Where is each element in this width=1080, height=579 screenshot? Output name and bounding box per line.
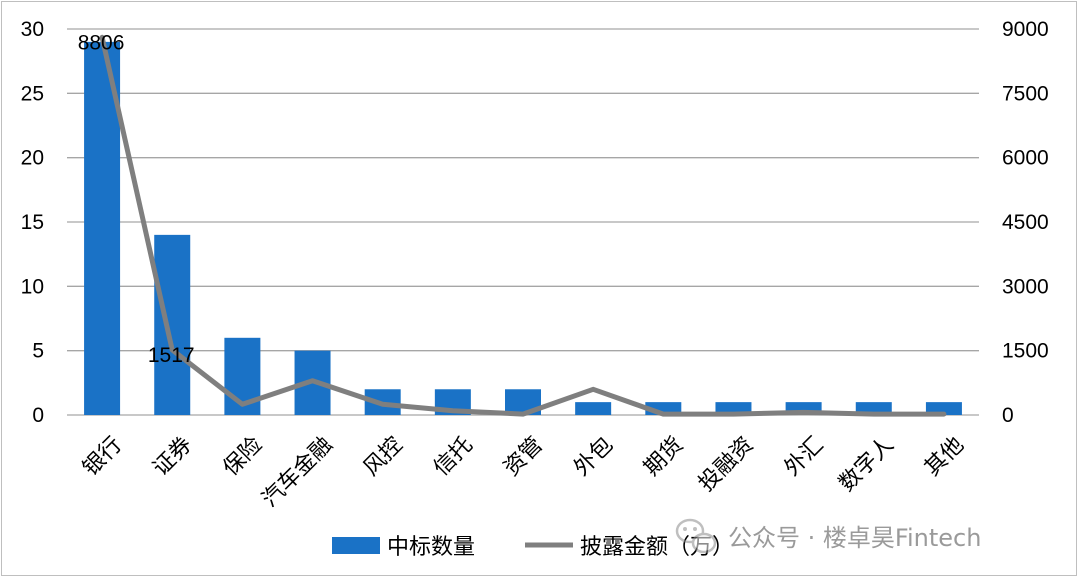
bar <box>84 41 121 415</box>
category-label: 信托 <box>429 432 478 481</box>
category-label: 外汇 <box>780 432 829 481</box>
category-label: 保险 <box>219 432 268 481</box>
bar <box>154 234 191 415</box>
gridlines <box>67 28 979 416</box>
category-label: 外包 <box>569 432 618 481</box>
left-tick-label: 10 <box>21 275 44 298</box>
legend-swatch-bar <box>332 537 380 554</box>
legend: 中标数量 披露金额（万） <box>332 535 734 560</box>
data-label: 1517 <box>148 344 195 367</box>
bar <box>575 402 612 415</box>
right-tick-label: 0 <box>1002 404 1014 427</box>
category-label: 期货 <box>639 432 688 481</box>
category-label: 汽车金融 <box>258 432 338 512</box>
left-tick-label: 25 <box>21 82 44 105</box>
category-label: 银行 <box>78 432 127 481</box>
right-tick-label: 1500 <box>1002 340 1049 363</box>
left-tick-label: 0 <box>32 404 44 427</box>
bar-series <box>84 41 962 415</box>
data-labels: 8806 1517 <box>78 31 195 367</box>
category-label: 数字人 <box>834 432 898 496</box>
right-tick-label: 4500 <box>1002 211 1049 234</box>
watermark: 公众号 · 楼卓昊Fintech <box>675 518 981 554</box>
right-tick-label: 3000 <box>1002 275 1049 298</box>
category-label: 证券 <box>148 432 197 481</box>
watermark-text: 公众号 · 楼卓昊Fintech <box>728 524 981 552</box>
right-tick-label: 9000 <box>1002 18 1049 41</box>
category-label: 资管 <box>499 432 548 481</box>
series-line <box>99 34 947 417</box>
right-axis-ticks: 0 1500 3000 4500 6000 7500 9000 <box>1002 18 1049 427</box>
left-tick-label: 20 <box>21 147 44 170</box>
category-label: 风控 <box>359 432 408 481</box>
left-tick-label: 30 <box>21 18 44 41</box>
wechat-icon <box>675 518 717 554</box>
data-label: 8806 <box>78 31 125 54</box>
left-axis-ticks: 0 5 10 15 20 25 30 <box>21 18 44 427</box>
line-series <box>99 34 947 417</box>
category-label: 投融资 <box>694 432 758 496</box>
left-tick-label: 15 <box>21 211 44 234</box>
left-tick-label: 5 <box>32 340 44 363</box>
legend-label-bar: 中标数量 <box>387 535 475 560</box>
right-tick-label: 6000 <box>1002 147 1049 170</box>
category-label: 其他 <box>920 432 969 481</box>
right-tick-label: 7500 <box>1002 82 1049 105</box>
